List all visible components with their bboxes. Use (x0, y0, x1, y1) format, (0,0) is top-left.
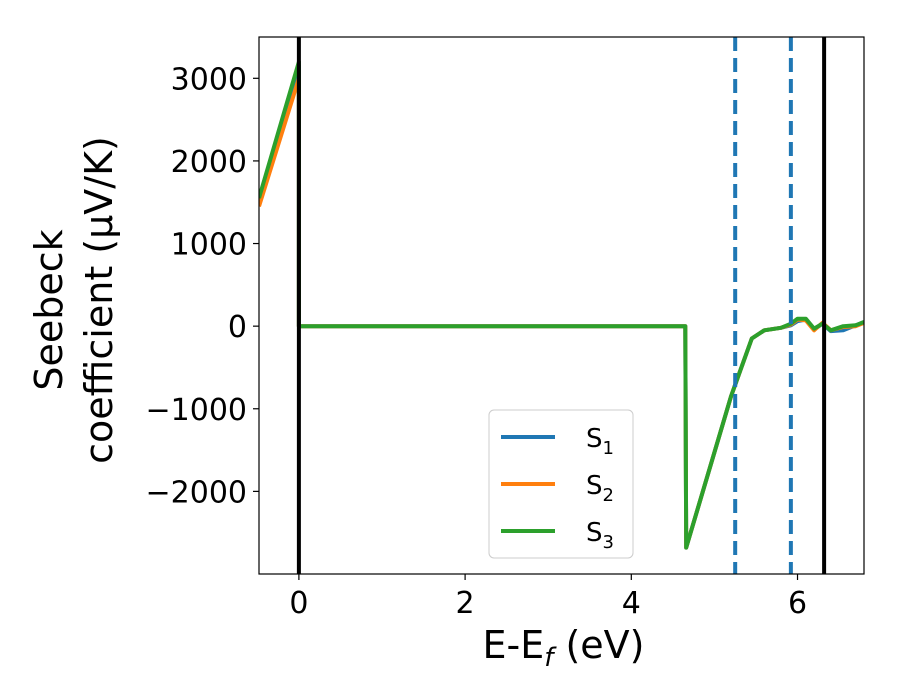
legend-box (488, 409, 634, 559)
y-axis-label-line1: Seebeck (27, 229, 71, 390)
y-axis-label: Seebeck coefficient (μV/K) (27, 136, 121, 464)
x-axis-label-unit: (eV) (553, 623, 644, 667)
legend-label-s1: S1 (586, 424, 614, 459)
x-tick-label: 6 (788, 586, 807, 621)
legend: S1 S2 S3 (488, 409, 634, 559)
x-tick-label: 4 (622, 586, 641, 621)
legend-label-s2: S2 (586, 471, 614, 506)
y-tick-label: −1000 (146, 393, 247, 428)
tick-layer: 0 2 4 6 3000 2000 1000 0 −1000 −2000 (146, 62, 808, 621)
legend-label-s3: S3 (586, 518, 614, 553)
x-axis-label-main: E-E (483, 623, 545, 667)
vline-layer (296, 37, 827, 574)
y-tick-label: 1000 (171, 228, 247, 263)
plot-frame (258, 36, 865, 575)
y-tick-label: 2000 (171, 145, 247, 180)
series-line-s3 (259, 59, 864, 550)
series-layer (259, 59, 864, 550)
y-tick-label: 0 (228, 310, 247, 345)
y-tick-label: −2000 (146, 475, 247, 510)
x-tick-label: 0 (289, 586, 308, 621)
x-tick-label: 2 (456, 586, 475, 621)
x-axis-label: E-Ef (eV) (483, 623, 645, 673)
y-tick-label: 3000 (171, 62, 247, 97)
y-axis-label-line2: coefficient (μV/K) (77, 136, 121, 464)
